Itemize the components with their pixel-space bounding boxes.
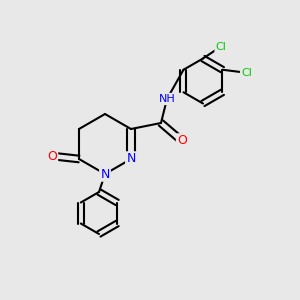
Text: Cl: Cl (215, 41, 226, 52)
Text: N: N (100, 167, 110, 181)
Text: NH: NH (159, 94, 176, 104)
Text: Cl: Cl (241, 68, 252, 78)
Text: O: O (47, 149, 57, 163)
Text: O: O (177, 134, 187, 148)
Text: N: N (126, 152, 136, 166)
